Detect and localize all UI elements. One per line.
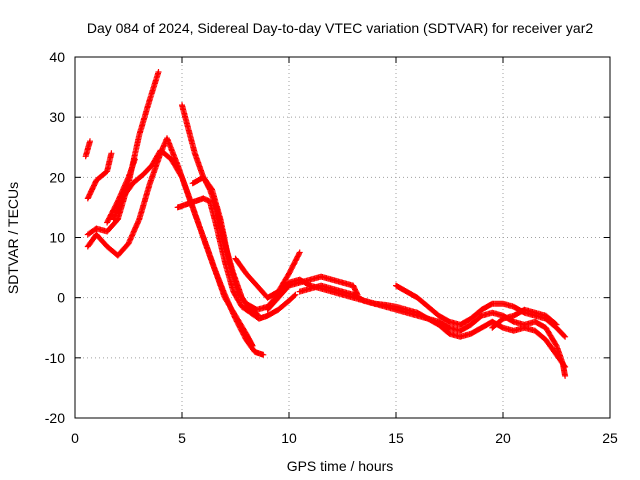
series-track-8 — [174, 195, 299, 322]
y-axis-label: SDTVAR / TECUs — [5, 182, 21, 294]
x-tick-label: 20 — [495, 430, 511, 446]
x-tick-label: 0 — [71, 430, 79, 446]
axis-ticks: 0 5 10 15 20 25 -20 -10 0 10 20 30 40 — [45, 49, 618, 446]
y-tick-label: 20 — [49, 169, 65, 185]
y-tick-label: -10 — [45, 350, 65, 366]
data-point-markers — [296, 282, 569, 370]
data-point-markers — [104, 156, 138, 226]
data-point-markers — [82, 138, 93, 160]
y-tick-label: 40 — [49, 49, 65, 65]
data-point-markers — [110, 147, 256, 349]
series-track-6 — [104, 156, 138, 226]
series-track-14 — [489, 306, 560, 331]
x-tick-label: 5 — [178, 430, 186, 446]
series-track-10 — [232, 249, 303, 301]
chart-title: Day 084 of 2024, Sidereal Day-to-day VTE… — [87, 20, 593, 36]
grid — [75, 57, 610, 418]
x-axis-label: GPS time / hours — [287, 458, 394, 474]
series-track-12 — [296, 282, 569, 370]
x-tick-label: 15 — [388, 430, 404, 446]
x-tick-label: 10 — [281, 430, 297, 446]
series-track-3 — [82, 138, 93, 160]
data-point-markers — [232, 249, 303, 301]
data-point-markers — [84, 150, 115, 202]
series-track-11 — [264, 273, 361, 313]
data-point-markers — [174, 195, 299, 322]
y-tick-label: -20 — [45, 410, 65, 426]
y-tick-label: 0 — [57, 290, 65, 306]
data-point-markers — [489, 306, 560, 331]
data-points — [82, 69, 569, 379]
x-tick-label: 25 — [602, 430, 618, 446]
series-track-2 — [84, 150, 115, 202]
y-tick-label: 10 — [49, 230, 65, 246]
series-track-5 — [110, 147, 256, 349]
data-point-markers — [264, 273, 361, 313]
y-tick-label: 30 — [49, 109, 65, 125]
